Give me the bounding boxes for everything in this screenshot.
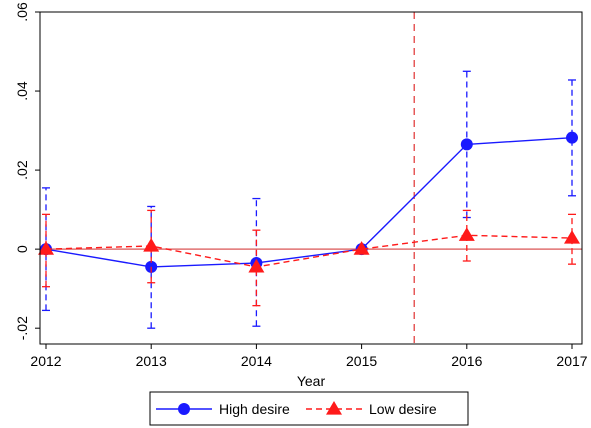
data-point [566, 131, 578, 144]
y-tick-label: 0 [14, 245, 30, 253]
legend-marker [178, 403, 190, 415]
data-point [460, 138, 473, 151]
x-tick-label: 2015 [346, 353, 377, 369]
series-line [45, 136, 573, 268]
legend-entry: High desire [156, 401, 290, 417]
y-tick-label: .04 [14, 81, 30, 101]
data-point [38, 241, 54, 255]
axes: -.02 0 .02 .04 .06 2012 2013 2014 2015 2016 2017 [14, 2, 588, 369]
y-tick-label: -.02 [14, 316, 30, 340]
data-point [458, 227, 475, 241]
legend-label: High desire [219, 401, 290, 417]
data-point [564, 230, 580, 244]
y-tick-label: .02 [14, 160, 30, 180]
legend-marker [326, 401, 342, 415]
legend-entry: Low desire [306, 401, 437, 417]
data-point [143, 237, 160, 252]
data-point [353, 241, 370, 255]
data-point [248, 258, 265, 273]
x-tick-label: 2013 [136, 353, 167, 369]
x-tick-label: 2014 [241, 353, 272, 369]
x-tick-label: 2016 [451, 353, 482, 369]
x-tick-label: 2012 [30, 353, 61, 369]
x-axis-title: Year [297, 373, 326, 389]
plot-frame [39, 11, 583, 345]
series-line [45, 234, 573, 268]
legend-label: Low desire [369, 401, 437, 417]
series-low-desire [38, 209, 580, 307]
y-tick-label: .06 [14, 2, 30, 22]
legend: High desire Low desire [149, 391, 469, 426]
x-tick-label: 2017 [556, 353, 587, 369]
reference-lines [40, 12, 582, 344]
plot-region [38, 70, 580, 329]
